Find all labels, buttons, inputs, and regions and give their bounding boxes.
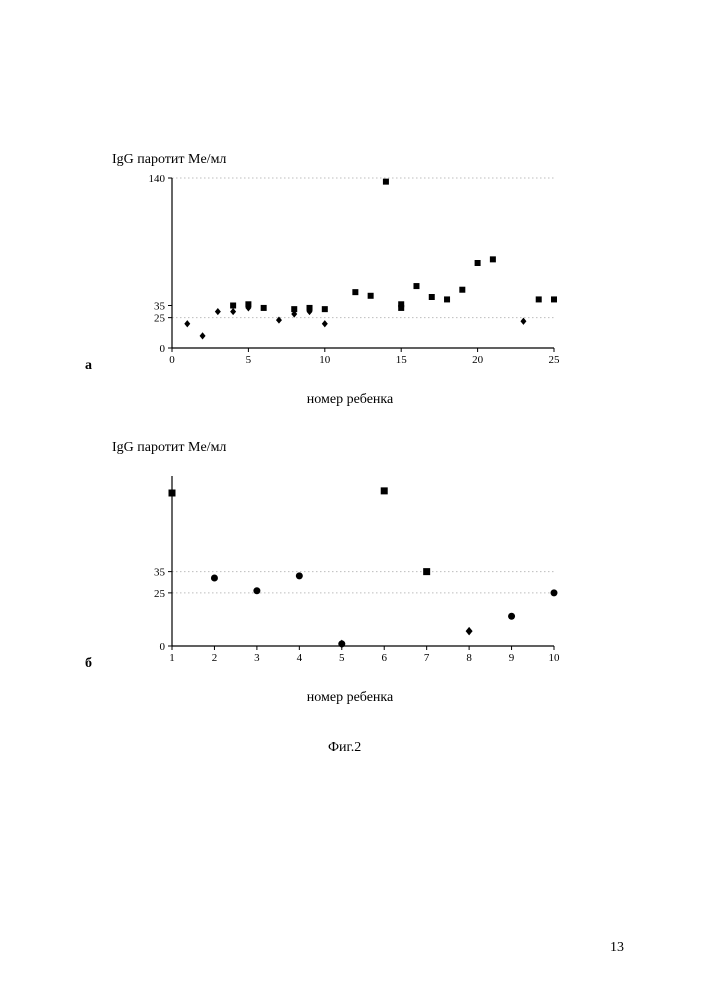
y-tick-label: 35 <box>154 567 166 579</box>
x-tick-label: 6 <box>381 652 387 664</box>
data-point <box>383 179 389 185</box>
chart-a-x-title: номер ребенка <box>140 392 560 408</box>
chart-a-y-title: IgG паротит Me/мл <box>112 152 226 168</box>
x-tick-label: 4 <box>297 652 303 664</box>
data-point <box>230 303 236 309</box>
data-point <box>413 283 419 289</box>
x-tick-label: 2 <box>212 652 218 664</box>
figure-caption: Фиг.2 <box>328 740 361 756</box>
data-point <box>215 308 221 315</box>
data-point <box>261 305 267 311</box>
x-tick-label: 25 <box>549 354 561 366</box>
data-point <box>459 287 465 293</box>
data-point <box>230 308 236 315</box>
chart-svg: 1 2 3 4 5 6 7 8 9 10 0 25 35 <box>140 470 560 670</box>
x-tick-label: 1 <box>169 652 175 664</box>
x-tick-label: 10 <box>549 652 561 664</box>
x-tick-label: 7 <box>424 652 430 664</box>
data-point <box>536 296 542 302</box>
x-tick-label: 0 <box>169 354 175 366</box>
y-tick-label: 140 <box>149 173 166 185</box>
data-point <box>475 260 481 266</box>
data-point <box>184 320 190 327</box>
y-tick-label: 0 <box>160 343 166 355</box>
x-tick-label: 9 <box>509 652 515 664</box>
data-point <box>322 306 328 312</box>
data-point <box>444 296 450 302</box>
data-point <box>551 589 558 596</box>
data-point <box>211 575 218 582</box>
chart-svg: 051015202502535140 <box>140 172 560 372</box>
x-tick-label: 3 <box>254 652 260 664</box>
data-point <box>169 490 176 497</box>
data-point <box>307 305 313 311</box>
data-point <box>368 293 374 299</box>
data-point <box>466 627 473 635</box>
data-point <box>508 613 515 620</box>
data-point <box>551 296 557 302</box>
x-tick-label: 8 <box>466 652 472 664</box>
data-point <box>490 256 496 262</box>
page-container: IgG паротит Me/мл 051015202502535140 а н… <box>0 0 709 1000</box>
data-point <box>296 572 303 579</box>
page-number: 13 <box>610 940 624 956</box>
x-tick-label: 15 <box>396 354 408 366</box>
data-point <box>398 301 404 307</box>
data-point <box>200 332 206 339</box>
y-tick-label: 35 <box>154 301 166 313</box>
chart-b-panel-label: б <box>85 656 92 672</box>
data-point <box>253 587 260 594</box>
x-tick-label: 10 <box>319 354 331 366</box>
data-point <box>291 306 297 312</box>
y-tick-label: 25 <box>154 313 166 325</box>
data-point <box>520 318 526 325</box>
y-tick-label: 25 <box>154 588 166 600</box>
x-tick-label: 5 <box>246 354 252 366</box>
data-point <box>338 640 345 647</box>
x-tick-label: 20 <box>472 354 484 366</box>
x-tick-label: 5 <box>339 652 345 664</box>
y-tick-label: 0 <box>160 641 166 653</box>
chart-b-x-title: номер ребенка <box>140 690 560 706</box>
data-point <box>352 289 358 295</box>
chart-b-y-title: IgG паротит Me/мл <box>112 440 226 456</box>
data-point <box>245 301 251 307</box>
data-point <box>423 568 430 575</box>
data-point <box>381 487 388 494</box>
chart-b: 1 2 3 4 5 6 7 8 9 10 0 25 35 <box>140 470 560 670</box>
chart-a: 051015202502535140 <box>140 172 560 372</box>
data-point <box>322 320 328 327</box>
chart-a-panel-label: а <box>85 358 92 374</box>
data-point <box>429 294 435 300</box>
